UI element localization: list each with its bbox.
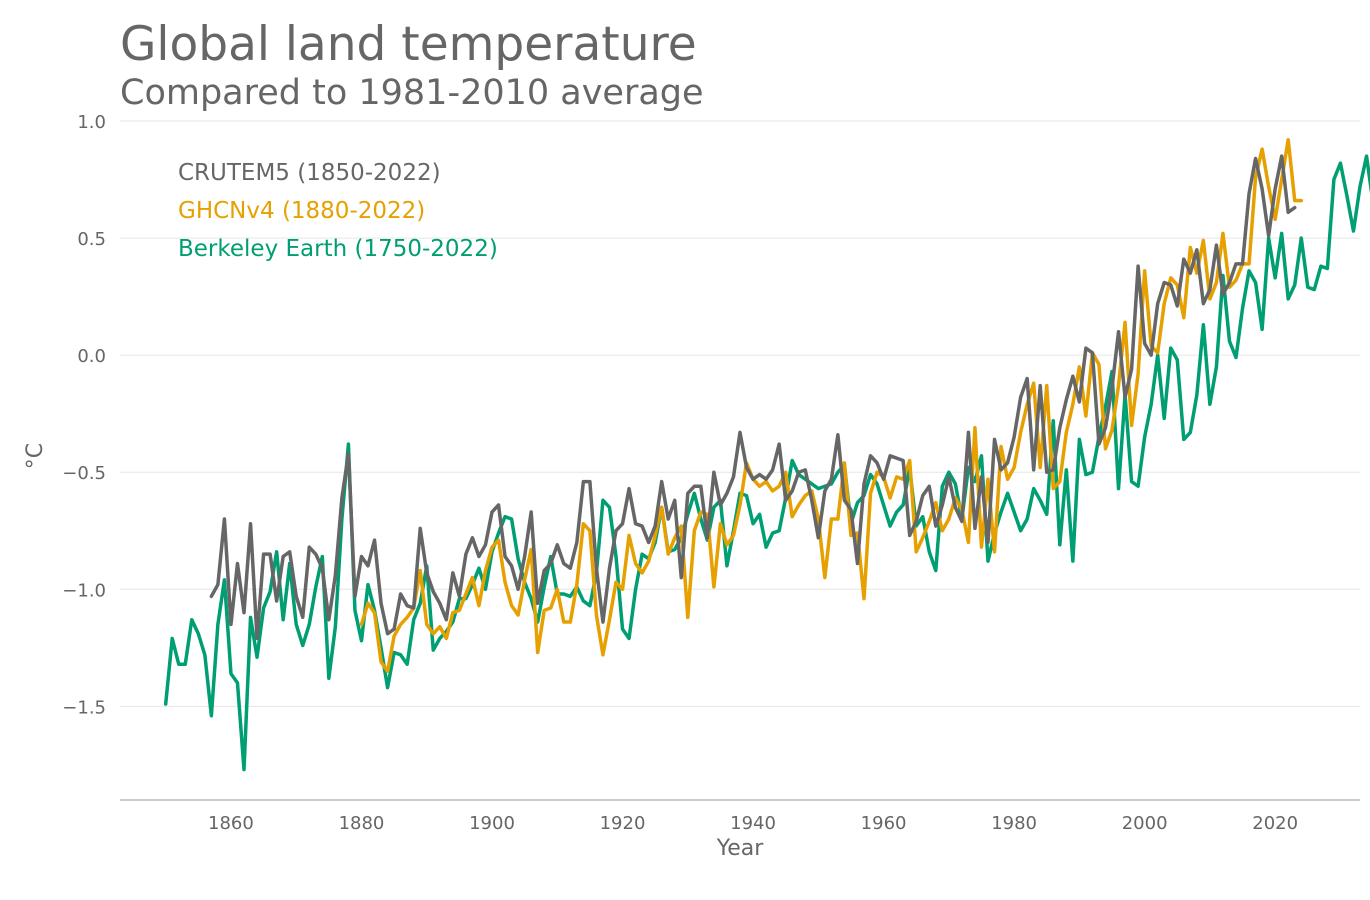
y-tick-label: 0.5 bbox=[77, 229, 106, 250]
x-axis-label: Year bbox=[716, 836, 765, 861]
x-tick-label: 1960 bbox=[861, 813, 907, 834]
x-tick-label: 1880 bbox=[339, 813, 385, 834]
series-lines bbox=[163, 137, 1370, 772]
x-tick-label: 2020 bbox=[1252, 813, 1298, 834]
legend-entry: GHCNv4 (1880-2022) bbox=[178, 198, 425, 224]
y-axis-ticks: 1.0 0.5 0.0 −0.5 −1.0 −1.5 bbox=[62, 112, 106, 718]
series-line-0 bbox=[163, 154, 1370, 772]
x-tick-label: 1860 bbox=[208, 813, 254, 834]
legend: CRUTEM5 (1850-2022) GHCNv4 (1880-2022) Ber… bbox=[178, 160, 498, 262]
legend-entry: CRUTEM5 (1850-2022) bbox=[178, 160, 441, 186]
x-tick-label: 1920 bbox=[600, 813, 646, 834]
x-axis-ticks: 1860 1880 1900 1920 1940 1960 1980 2000 2020 bbox=[208, 813, 1298, 834]
chart-subtitle: Compared to 1981-2010 average bbox=[120, 73, 704, 113]
y-tick-label: −1.0 bbox=[62, 580, 106, 601]
y-tick-label: −0.5 bbox=[62, 463, 106, 484]
x-tick-label: 1940 bbox=[730, 813, 776, 834]
chart-title: Global land temperature bbox=[120, 17, 697, 72]
y-tick-label: 1.0 bbox=[77, 112, 106, 133]
series-line-2 bbox=[209, 154, 1297, 641]
x-tick-label: 1980 bbox=[991, 813, 1037, 834]
y-axis-label: °C bbox=[23, 443, 48, 469]
y-tick-label: −1.5 bbox=[62, 697, 106, 718]
y-tick-label: 0.0 bbox=[77, 346, 106, 367]
x-tick-label: 2000 bbox=[1122, 813, 1168, 834]
series-line-1 bbox=[359, 137, 1304, 673]
legend-entry: Berkeley Earth (1750-2022) bbox=[178, 236, 498, 262]
x-tick-label: 1900 bbox=[469, 813, 515, 834]
